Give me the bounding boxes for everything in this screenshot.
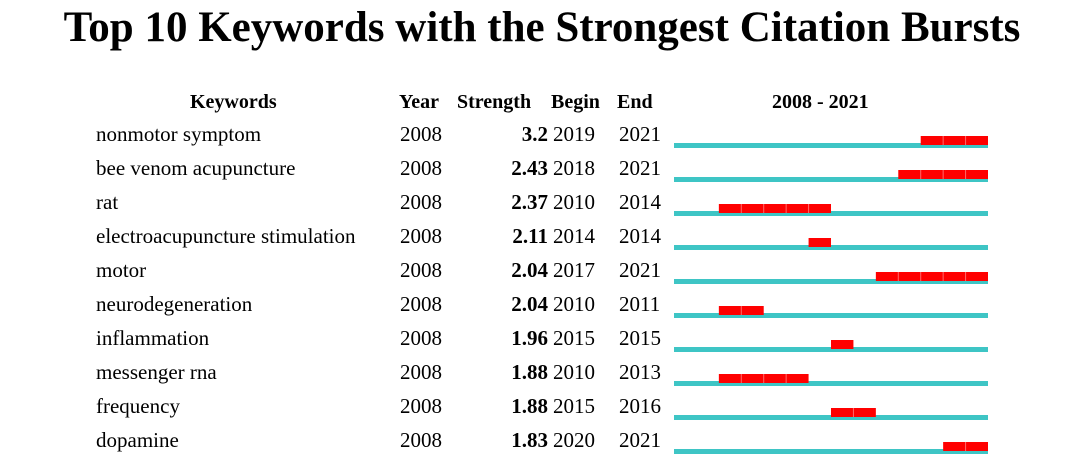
header-year: Year: [399, 91, 439, 113]
header-keywords: Keywords: [190, 91, 277, 113]
row-end: 2021: [619, 428, 661, 452]
header-begin: Begin: [551, 91, 600, 113]
burst-row: [674, 306, 988, 318]
timeline-bar: [674, 313, 988, 318]
timeline-bar: [674, 143, 988, 148]
burst-row: [674, 442, 988, 454]
header-year-range: 2008 - 2021: [772, 91, 869, 113]
row-begin: 2020: [553, 428, 595, 452]
row-end: 2021: [619, 122, 661, 146]
row-year: 2008: [400, 326, 442, 350]
row-year: 2008: [400, 428, 442, 452]
burst-bar: [808, 238, 831, 247]
row-strength: 1.88: [511, 394, 548, 418]
row-end: 2015: [619, 326, 661, 350]
timeline-bar: [674, 177, 988, 182]
row-end: 2014: [619, 190, 661, 214]
row-begin: 2010: [553, 292, 595, 316]
row-keyword: dopamine: [96, 428, 179, 452]
row-keyword: messenger rna: [96, 360, 217, 384]
row-end: 2016: [619, 394, 661, 418]
burst-bar: [920, 136, 988, 145]
row-year: 2008: [400, 360, 442, 384]
chart-title: Top 10 Keywords with the Strongest Citat…: [63, 4, 1021, 51]
burst-bar: [831, 340, 854, 349]
row-keyword: nonmotor symptom: [96, 122, 262, 146]
row-strength: 2.04: [511, 258, 548, 282]
row-strength: 1.83: [511, 428, 548, 452]
row-strength: 1.96: [511, 326, 548, 350]
burst-row: [674, 204, 988, 216]
row-strength: 2.43: [511, 156, 548, 180]
timeline-bar: [674, 279, 988, 284]
timeline-bar: [674, 211, 988, 216]
burst-bar: [875, 272, 988, 281]
row-end: 2014: [619, 224, 661, 248]
row-keyword: electroacupuncture stimulation: [96, 224, 356, 248]
row-year: 2008: [400, 190, 442, 214]
row-keyword: frequency: [96, 394, 180, 418]
row-begin: 2019: [553, 122, 595, 146]
row-keyword: inflammation: [96, 326, 210, 350]
timeline-bar: [674, 449, 988, 454]
row-year: 2008: [400, 122, 442, 146]
row-end: 2021: [619, 156, 661, 180]
burst-row: [674, 340, 988, 352]
timeline-bar: [674, 347, 988, 352]
row-end: 2013: [619, 360, 661, 384]
row-year: 2008: [400, 258, 442, 282]
row-strength: 3.2: [521, 122, 548, 146]
row-year: 2008: [400, 156, 442, 180]
row-begin: 2018: [553, 156, 595, 180]
row-keyword: rat: [96, 190, 119, 214]
row-begin: 2015: [553, 326, 595, 350]
row-begin: 2010: [553, 190, 595, 214]
burst-row: [674, 272, 988, 284]
row-year: 2008: [400, 224, 442, 248]
burst-row: [674, 238, 988, 250]
row-begin: 2014: [553, 224, 595, 248]
row-begin: 2017: [553, 258, 595, 282]
burst-row: [674, 136, 988, 148]
row-strength: 2.37: [511, 190, 548, 214]
row-begin: 2015: [553, 394, 595, 418]
timeline-bar: [674, 245, 988, 250]
timeline-bar: [674, 381, 988, 386]
row-keyword: neurodegeneration: [96, 292, 253, 316]
row-keyword: motor: [96, 258, 147, 282]
burst-bar: [718, 204, 831, 213]
row-strength: 2.11: [512, 224, 548, 248]
row-strength: 1.88: [511, 360, 548, 384]
timeline-bar: [674, 415, 988, 420]
burst-row: [674, 374, 988, 386]
header-strength: Strength: [457, 91, 532, 113]
header-end: End: [617, 91, 653, 113]
burst-row: [674, 170, 988, 182]
row-keyword: bee venom acupuncture: [96, 156, 296, 180]
row-end: 2021: [619, 258, 661, 282]
row-begin: 2010: [553, 360, 595, 384]
row-end: 2011: [619, 292, 661, 316]
burst-row: [674, 408, 988, 420]
row-year: 2008: [400, 292, 442, 316]
row-strength: 2.04: [511, 292, 548, 316]
row-year: 2008: [400, 394, 442, 418]
